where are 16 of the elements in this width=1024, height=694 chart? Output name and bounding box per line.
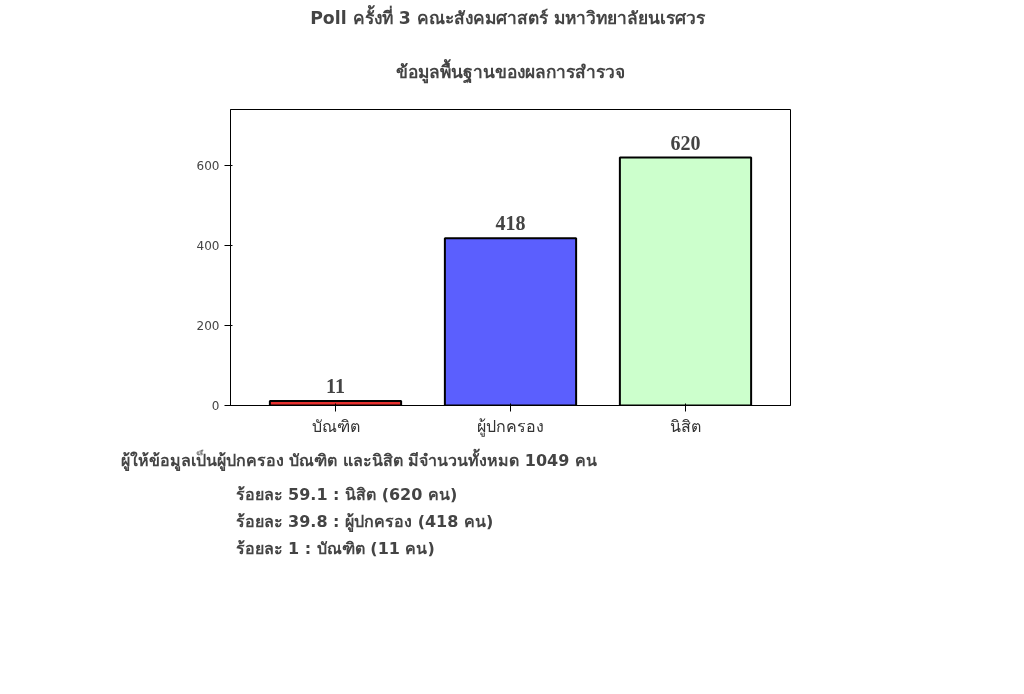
- chart-title: Poll ครั้งที่ 3 คณะสังคมศาสตร์ มหาวิทยาลัยนเรศวร: [310, 4, 706, 28]
- chart-subtitle: ข้อมูลพื้นฐานของผลการสำรวจ: [396, 59, 625, 84]
- text: ร้อยละ 59.1 : นิสิต (620 คน): [235, 484, 458, 504]
- text: ร้อยละ 39.8 : ผู้ปกครอง (418 คน): [235, 511, 494, 533]
- y-tick-label: 200: [196, 319, 220, 333]
- x-tick-label: บัณฑิต: [311, 416, 360, 436]
- x-tick-label: นิสิต: [670, 416, 701, 436]
- y-tick-label: 400: [196, 239, 220, 253]
- data-label: 620: [670, 131, 701, 154]
- y-tick-label: 0: [211, 399, 220, 413]
- y-tick-label: 600: [196, 159, 220, 173]
- x-tick-label: ผู้ปกครอง: [477, 416, 544, 437]
- text: ร้อยละ 1 : บัณฑิต (11 คน): [235, 538, 435, 558]
- data-label: 418: [495, 212, 526, 235]
- data-label: 11: [326, 375, 345, 398]
- text: ผู้ให้ข้อมูลเป็นผู้ปกครอง บัณฑิต และนิสิต มีจำนวนทั้งหมด 1049 คน: [120, 447, 597, 472]
